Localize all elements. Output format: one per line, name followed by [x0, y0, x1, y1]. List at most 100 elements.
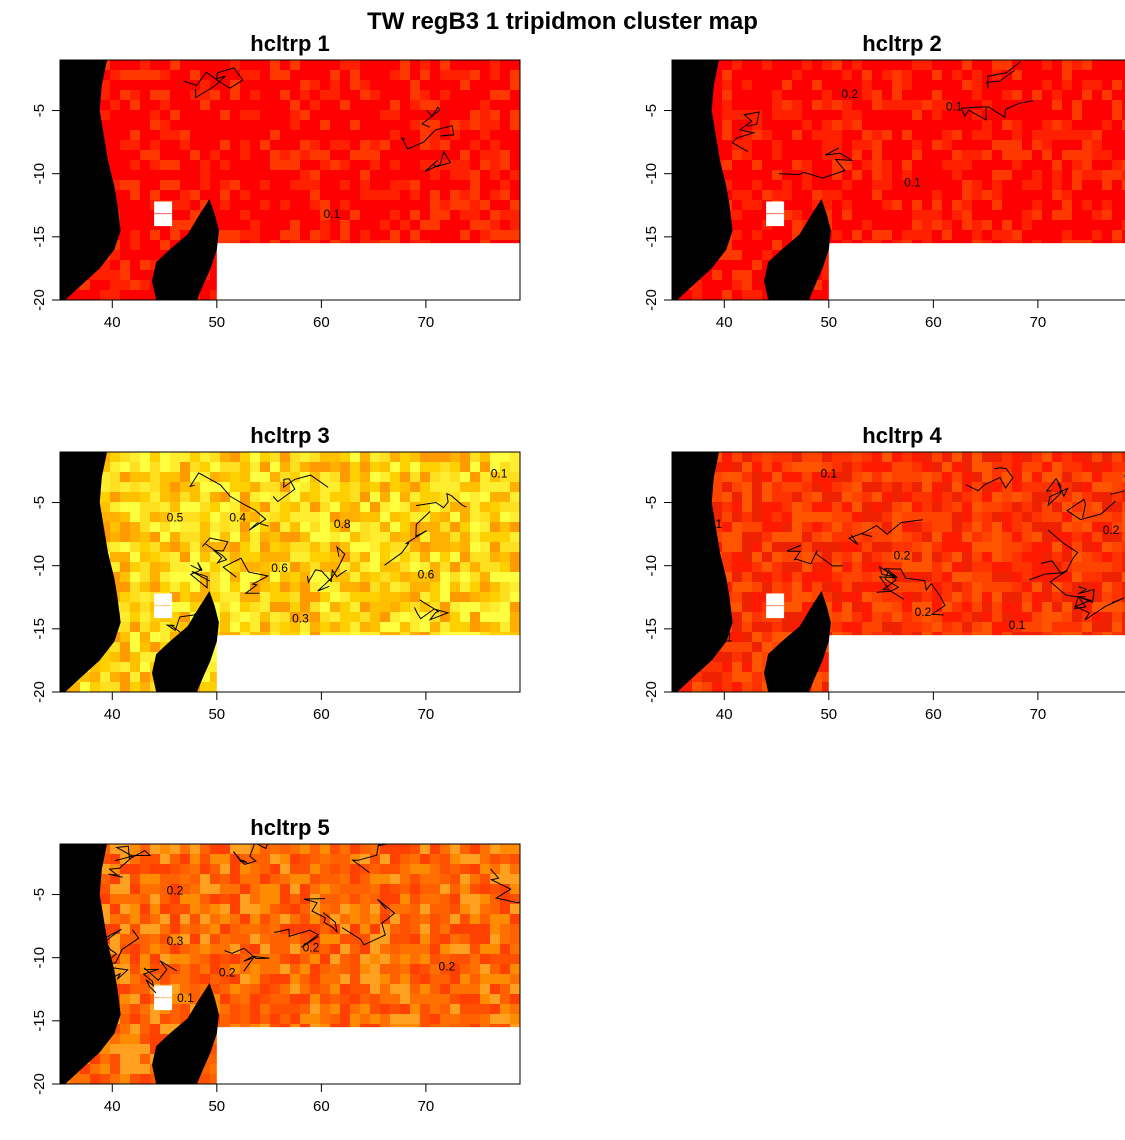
- heatmap-cell: [410, 582, 420, 592]
- heatmap-cell: [130, 270, 140, 280]
- heatmap-cell: [972, 160, 982, 170]
- heatmap-cell: [812, 502, 822, 512]
- panel-title: hcltrp 1: [250, 31, 329, 56]
- heatmap-cell: [510, 602, 520, 612]
- heatmap-cell: [852, 452, 862, 462]
- heatmap-cell: [160, 130, 170, 140]
- heatmap-cell: [380, 130, 390, 140]
- heatmap-cell: [872, 452, 882, 462]
- heatmap-cell: [782, 170, 792, 180]
- heatmap-cell: [480, 854, 490, 864]
- heatmap-cell: [722, 532, 732, 542]
- x-tick-label: 40: [716, 314, 733, 331]
- heatmap-cell: [862, 492, 872, 502]
- heatmap-cell: [420, 80, 430, 90]
- heatmap-cell: [420, 100, 430, 110]
- heatmap-cell: [1002, 90, 1012, 100]
- heatmap-cell: [872, 532, 882, 542]
- heatmap-cell: [290, 100, 300, 110]
- heatmap-cell: [180, 120, 190, 130]
- heatmap-cell: [742, 572, 752, 582]
- heatmap-cell: [340, 602, 350, 612]
- heatmap-cell: [872, 542, 882, 552]
- heatmap-cell: [250, 210, 260, 220]
- heatmap-cell: [370, 904, 380, 914]
- heatmap-cell: [842, 612, 852, 622]
- heatmap-cell: [400, 884, 410, 894]
- heatmap-cell: [330, 462, 340, 472]
- heatmap-cell: [230, 180, 240, 190]
- heatmap-cell: [922, 482, 932, 492]
- heatmap-cell: [460, 170, 470, 180]
- heatmap-cell: [310, 180, 320, 190]
- heatmap-cell: [922, 70, 932, 80]
- heatmap-cell: [872, 140, 882, 150]
- heatmap-cell: [782, 160, 792, 170]
- heatmap-cell: [812, 120, 822, 130]
- heatmap-cell: [732, 652, 742, 662]
- heatmap-cell: [1092, 100, 1102, 110]
- heatmap-cell: [120, 874, 130, 884]
- heatmap-cell: [400, 190, 410, 200]
- heatmap-cell: [450, 502, 460, 512]
- heatmap-cell: [962, 512, 972, 522]
- heatmap-cell: [290, 904, 300, 914]
- heatmap-cell: [290, 140, 300, 150]
- heatmap-cell: [330, 502, 340, 512]
- heatmap-cell: [360, 90, 370, 100]
- heatmap-cell: [200, 884, 210, 894]
- heatmap-cell: [772, 632, 782, 642]
- heatmap-cell: [340, 210, 350, 220]
- heatmap-cell: [1112, 130, 1122, 140]
- heatmap-cell: [1072, 190, 1082, 200]
- heatmap-cell: [170, 562, 180, 572]
- heatmap-cell: [1052, 160, 1062, 170]
- heatmap-cell: [250, 452, 260, 462]
- heatmap-cell: [190, 532, 200, 542]
- heatmap-cell: [712, 672, 722, 682]
- heatmap-cell: [210, 60, 220, 70]
- heatmap-cell: [480, 160, 490, 170]
- heatmap-cell: [1002, 120, 1012, 130]
- contour-label: 0.6: [271, 561, 288, 575]
- heatmap-cell: [1052, 552, 1062, 562]
- heatmap-cell: [420, 924, 430, 934]
- heatmap-cell: [140, 874, 150, 884]
- heatmap-cell: [762, 532, 772, 542]
- heatmap-cell: [480, 140, 490, 150]
- heatmap-cell: [460, 924, 470, 934]
- heatmap-cell: [702, 280, 712, 290]
- heatmap-cell: [972, 60, 982, 70]
- heatmap-cell: [120, 170, 130, 180]
- heatmap-cell: [992, 512, 1002, 522]
- heatmap-cell: [440, 482, 450, 492]
- heatmap-cell: [310, 884, 320, 894]
- heatmap-cell: [230, 874, 240, 884]
- heatmap-cell: [992, 220, 1002, 230]
- heatmap-cell: [270, 160, 280, 170]
- heatmap-cell: [390, 80, 400, 90]
- heatmap-cell: [300, 542, 310, 552]
- heatmap-cell: [962, 562, 972, 572]
- heatmap-cell: [842, 110, 852, 120]
- heatmap-cell: [842, 210, 852, 220]
- heatmap-cell: [762, 90, 772, 100]
- heatmap-cell: [942, 230, 952, 240]
- heatmap-cell: [160, 150, 170, 160]
- heatmap-cell: [230, 864, 240, 874]
- heatmap-cell: [792, 130, 802, 140]
- heatmap-cell: [130, 592, 140, 602]
- heatmap-cell: [490, 452, 500, 462]
- heatmap-cell: [160, 904, 170, 914]
- heatmap-cell: [702, 290, 712, 300]
- heatmap-cell: [772, 140, 782, 150]
- heatmap-cell: [962, 522, 972, 532]
- heatmap-cell: [450, 220, 460, 230]
- heatmap-cell: [320, 462, 330, 472]
- heatmap-cell: [892, 472, 902, 482]
- heatmap-cell: [872, 602, 882, 612]
- heatmap-cell: [1102, 502, 1112, 512]
- heatmap-cell: [722, 472, 732, 482]
- heatmap-cell: [360, 914, 370, 924]
